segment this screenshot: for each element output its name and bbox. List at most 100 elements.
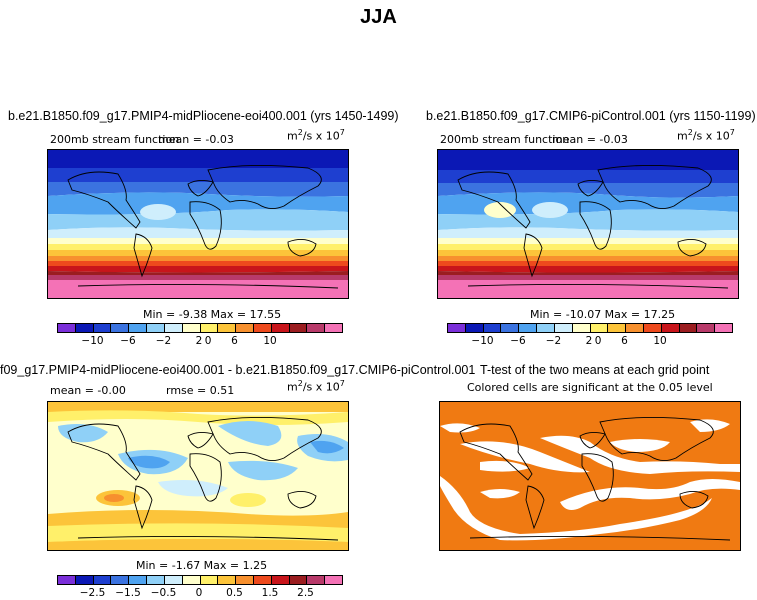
colorbar-swatch [253,324,272,332]
colorbar-swatch [572,324,591,332]
colorbar-tick-label: 10 [263,335,277,347]
colorbar-swatch [537,324,555,332]
colorbar-swatch [483,324,502,332]
streamfunction-map-mid-pliocene [48,150,348,298]
map-top-left [47,149,349,299]
colorbar-swatch [93,324,112,332]
colorbar-top-right [447,323,733,333]
difference-map [48,402,348,550]
mean-label-top-left: mean = -0.03 [158,133,234,146]
colorbar-labels-top-right: −10 −6 −2 2 6 10 0 [447,335,733,347]
colorbar-swatch [289,576,308,584]
colorbar-swatch [289,324,308,332]
map-bottom-left [47,401,349,551]
colorbar-swatch [147,576,165,584]
units-label-top-left: m2/s x 107 [287,128,345,143]
colorbar-swatch [697,324,716,332]
colorbar-swatch [325,324,342,332]
colorbar-swatch [253,576,272,584]
colorbar-swatch [679,324,698,332]
colorbar-tick-label: 0 [204,335,212,347]
colorbar-swatch [307,576,326,584]
colorbar-swatch [271,576,290,584]
colorbar-labels-top-left: −10 −6 −2 2 6 10 0 [57,335,343,347]
colorbar-swatch [218,576,237,584]
colorbar-tick-label: 0 [594,335,602,347]
colorbar-swatch [218,324,237,332]
colorbar-tick-label: −6 [120,335,136,347]
colorbar-swatch [465,324,484,332]
colorbar-swatch [147,324,165,332]
colorbar-swatch [93,576,112,584]
minmax-top-left: Min = -9.38 Max = 17.55 [143,308,282,321]
colorbar-swatch [236,324,254,332]
colorbar-swatch [111,324,130,332]
colorbar-tick-label: −10 [471,335,494,347]
colorbar-tick-label: −6 [510,335,526,347]
colorbar-tick-label: −2 [545,335,562,347]
colorbar-swatch [501,324,520,332]
colorbar-tick-label: 0.5 [226,587,243,599]
colorbar-bottom-left [57,575,343,585]
colorbar-swatch [554,324,573,332]
colorbar-swatch [626,324,644,332]
colorbar-tick-label: −0.5 [150,587,177,599]
colorbar-swatch [590,324,609,332]
colorbar-tick-label: 10 [653,335,667,347]
colorbar-swatch [58,576,76,584]
colorbar-swatch [129,576,148,584]
colorbar-swatch [182,324,201,332]
significance-map [440,402,740,550]
colorbar-swatch [608,324,627,332]
colorbar-tick-label: −10 [81,335,104,347]
colorbar-tick-label: 6 [621,335,628,347]
colorbar-swatch [325,576,342,584]
colorbar-swatch [75,324,94,332]
colorbar-labels-bottom-left: −2.5 −1.5 −0.5 0 0.5 1.5 2.5 [57,587,343,599]
streamfunction-map-picontrol [438,150,738,298]
colorbar-tick-label: 2 [585,335,593,347]
colorbar-swatch [643,324,662,332]
colorbar-swatch [200,576,219,584]
colorbar-swatch [164,324,183,332]
colorbar-swatch [58,324,76,332]
significance-note: Colored cells are significant at the 0.0… [467,381,713,394]
colorbar-swatch [519,324,538,332]
colorbar-swatch [715,324,732,332]
mean-label-top-right: mean = -0.03 [552,133,628,146]
panel-title-top-left: b.e21.B1850.f09_g17.PMIP4-midPliocene-eo… [8,109,399,123]
colorbar-swatch [129,324,148,332]
colorbar-swatch [200,324,219,332]
colorbar-swatch [75,576,94,584]
colorbar-swatch [236,576,254,584]
mean-label-bottom-left: mean = -0.00 [50,384,126,397]
variable-label-top-left: 200mb stream function [50,133,180,146]
colorbar-swatch [164,576,183,584]
colorbar-tick-label: −2 [155,335,172,347]
colorbar-tick-label: 1.5 [261,587,279,599]
colorbar-tick-label: 2.5 [297,587,314,599]
panel-title-bottom-left: f09_g17.PMIP4-midPliocene-eoi400.001 - b… [0,363,476,377]
map-top-right [437,149,739,299]
colorbar-tick-label: −1.5 [115,587,141,599]
minmax-top-right: Min = -10.07 Max = 17.25 [530,308,676,321]
units-label-bottom-left: m2/s x 107 [287,379,345,394]
colorbar-swatch [307,324,326,332]
colorbar-swatch [271,324,290,332]
panel-title-top-right: b.e21.B1850.f09_g17.CMIP6-piControl.001 … [426,109,756,123]
colorbar-tick-label: 0 [195,587,203,599]
colorbar-tick-label: −2.5 [79,587,106,599]
colorbar-swatch [182,576,201,584]
figure-title: JJA [360,6,397,28]
colorbar-top-left [57,323,343,333]
variable-label-top-right: 200mb stream function [440,133,570,146]
rmse-label-bottom-left: rmse = 0.51 [166,384,235,397]
colorbar-tick-label: 6 [231,335,238,347]
colorbar-swatch [661,324,680,332]
panel-title-bottom-right: T-test of the two means at each grid poi… [480,363,710,377]
map-bottom-right [439,401,741,551]
colorbar-swatch [111,576,130,584]
units-label-top-right: m2/s x 107 [677,128,735,143]
minmax-bottom-left: Min = -1.67 Max = 1.25 [136,559,268,572]
colorbar-swatch [448,324,466,332]
